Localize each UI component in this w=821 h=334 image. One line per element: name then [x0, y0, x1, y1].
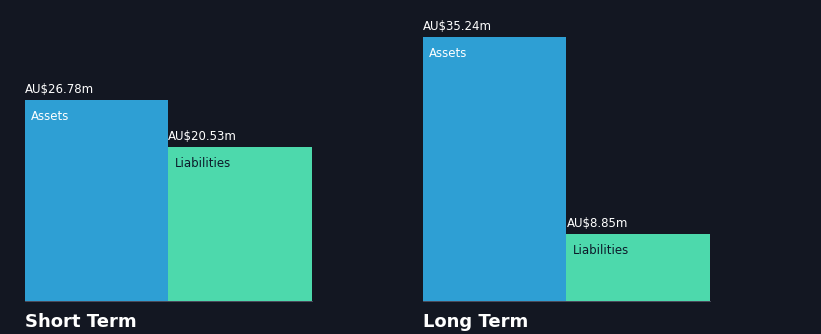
Text: Long Term: Long Term	[423, 313, 528, 331]
Text: AU$8.85m: AU$8.85m	[566, 217, 628, 230]
FancyBboxPatch shape	[423, 36, 566, 301]
FancyBboxPatch shape	[25, 100, 168, 301]
Text: Assets: Assets	[429, 46, 468, 59]
Text: AU$20.53m: AU$20.53m	[168, 130, 237, 143]
Text: Short Term: Short Term	[25, 313, 136, 331]
Text: AU$26.78m: AU$26.78m	[25, 83, 94, 96]
Text: AU$35.24m: AU$35.24m	[423, 20, 492, 32]
FancyBboxPatch shape	[566, 234, 710, 301]
FancyBboxPatch shape	[168, 147, 312, 301]
Text: Liabilities: Liabilities	[573, 244, 630, 257]
Text: Liabilities: Liabilities	[175, 157, 232, 170]
Text: Assets: Assets	[31, 110, 70, 123]
